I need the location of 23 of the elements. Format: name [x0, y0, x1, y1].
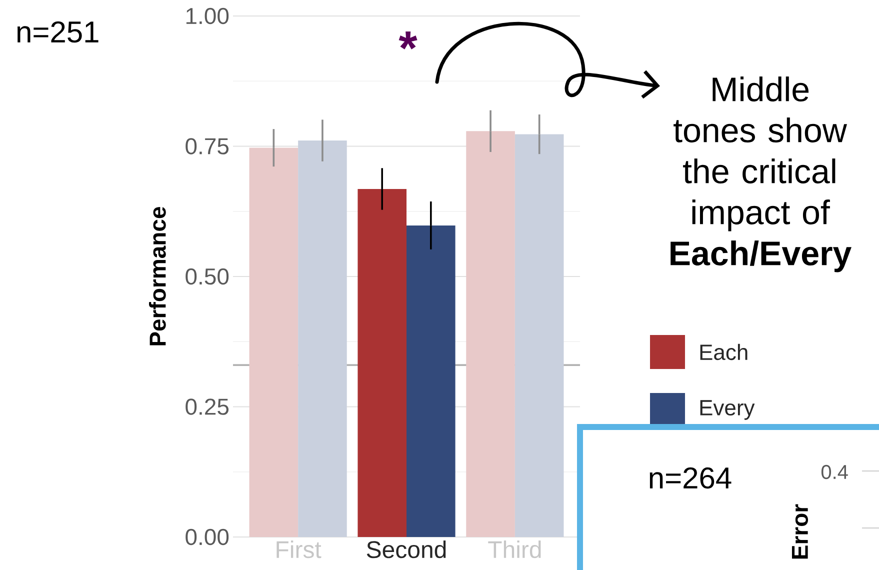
x-tick-label: Third: [488, 540, 541, 558]
y-tick-label: 0.75: [186, 138, 229, 154]
bar: [406, 225, 456, 537]
text: Error: [792, 504, 808, 559]
y-tick-label: 0.50: [186, 268, 229, 285]
y-tick-label: 0.00: [186, 528, 229, 546]
text: 0.4: [821, 464, 848, 480]
bar: [358, 188, 407, 537]
bar: [249, 148, 298, 537]
legend-label: Every: [700, 400, 755, 420]
bar: [466, 131, 515, 537]
bar: [514, 134, 564, 537]
text: n=251: [18, 21, 98, 43]
text: Middle tones show the critical impact of Each/Every: [670, 76, 852, 272]
y-tick-label: 1.00: [186, 8, 229, 24]
x-tick-label: Second: [366, 540, 446, 558]
legend-label: Each: [700, 344, 748, 360]
y-tick-label: 0.25: [186, 398, 229, 415]
text: n=264: [650, 467, 732, 489]
x-tick-label: First: [276, 540, 322, 558]
bar: [298, 140, 347, 537]
y-axis-title: Performance: [148, 206, 166, 346]
annotation: *: [398, 31, 418, 50]
